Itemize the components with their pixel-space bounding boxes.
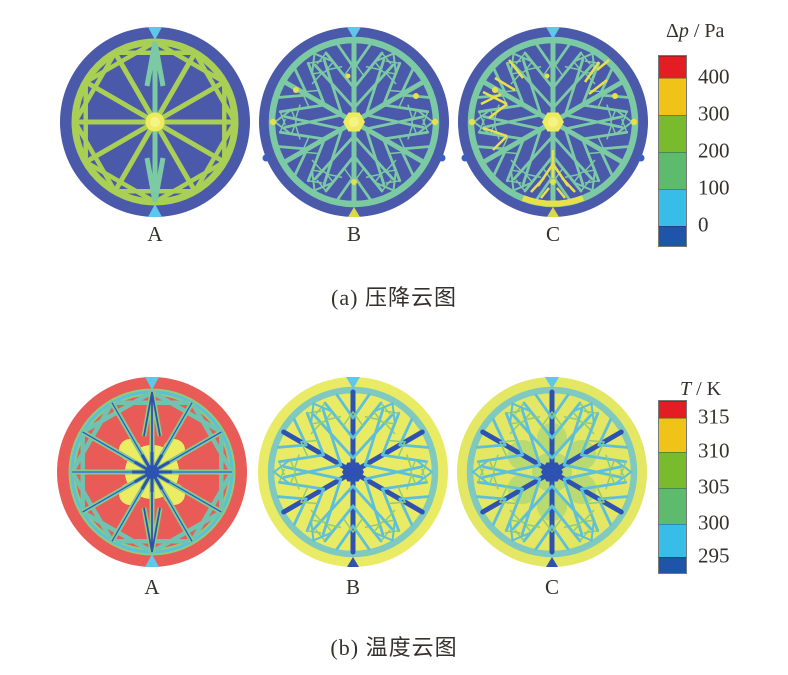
legend-title-unit: / K <box>691 378 722 400</box>
colorbar-tick-label: 300 <box>698 510 730 535</box>
contour-disc-pressure-A <box>60 27 250 217</box>
colorbar-tick-label: 0 <box>698 212 709 237</box>
colorbar-band <box>659 56 686 79</box>
caption-a: (a) 压降云图 <box>331 285 457 310</box>
legend-title-prefix: Δ <box>666 20 679 42</box>
legend-title-symbol: p <box>678 20 689 42</box>
panel-label-a-B: B <box>346 222 361 246</box>
colorbar-band <box>659 418 686 453</box>
colorbar-band <box>659 115 686 153</box>
panel-label-a-A: A <box>147 222 163 246</box>
colorbar-tick-label: 100 <box>698 175 730 200</box>
panel-label-a-C: C <box>545 222 560 246</box>
caption-b: (b) 温度云图 <box>330 635 458 660</box>
colorbar-band <box>659 523 686 557</box>
colorbar-temperature <box>658 400 687 574</box>
legend-pressure: Δp / Pa 400 300 200 100 0 <box>640 20 788 260</box>
colorbar-band <box>659 488 686 524</box>
colorbar-band <box>659 152 686 190</box>
legend-title-symbol: T <box>680 378 692 400</box>
colorbar-pressure-ticks: 400 300 200 100 0 <box>698 56 778 246</box>
contour-disc-temperature-B <box>258 377 448 567</box>
colorbar-pressure <box>658 55 687 247</box>
panel-label-b-A: A <box>144 575 160 599</box>
colorbar-band <box>659 556 686 573</box>
contour-disc-pressure-B <box>259 27 449 217</box>
contour-disc-temperature-A <box>57 377 247 567</box>
panel-label-b-C: C <box>544 575 559 599</box>
colorbar-tick-label: 305 <box>698 474 730 499</box>
colorbar-tick-label: 400 <box>698 64 730 89</box>
colorbar-tick-label: 310 <box>698 438 730 463</box>
colorbar-tick-label: 315 <box>698 404 730 429</box>
legend-temperature-title: T / K <box>640 378 788 401</box>
colorbar-temperature-ticks: 315 310 305 300 295 <box>698 401 778 573</box>
colorbar-band <box>659 78 686 116</box>
legend-temperature: T / K 315 310 305 300 295 <box>640 378 788 588</box>
colorbar-band <box>659 226 686 246</box>
colorbar-tick-label: 200 <box>698 138 730 163</box>
contour-disc-pressure-C <box>458 27 648 217</box>
colorbar-band <box>659 452 686 488</box>
legend-pressure-title: Δp / Pa <box>640 20 788 43</box>
colorbar-band <box>659 401 686 419</box>
legend-title-unit: / Pa <box>688 20 725 42</box>
colorbar-tick-label: 300 <box>698 101 730 126</box>
colorbar-band <box>659 189 686 227</box>
contour-disc-temperature-C <box>457 377 647 567</box>
panel-label-b-B: B <box>345 575 360 599</box>
colorbar-tick-label: 295 <box>698 543 730 568</box>
